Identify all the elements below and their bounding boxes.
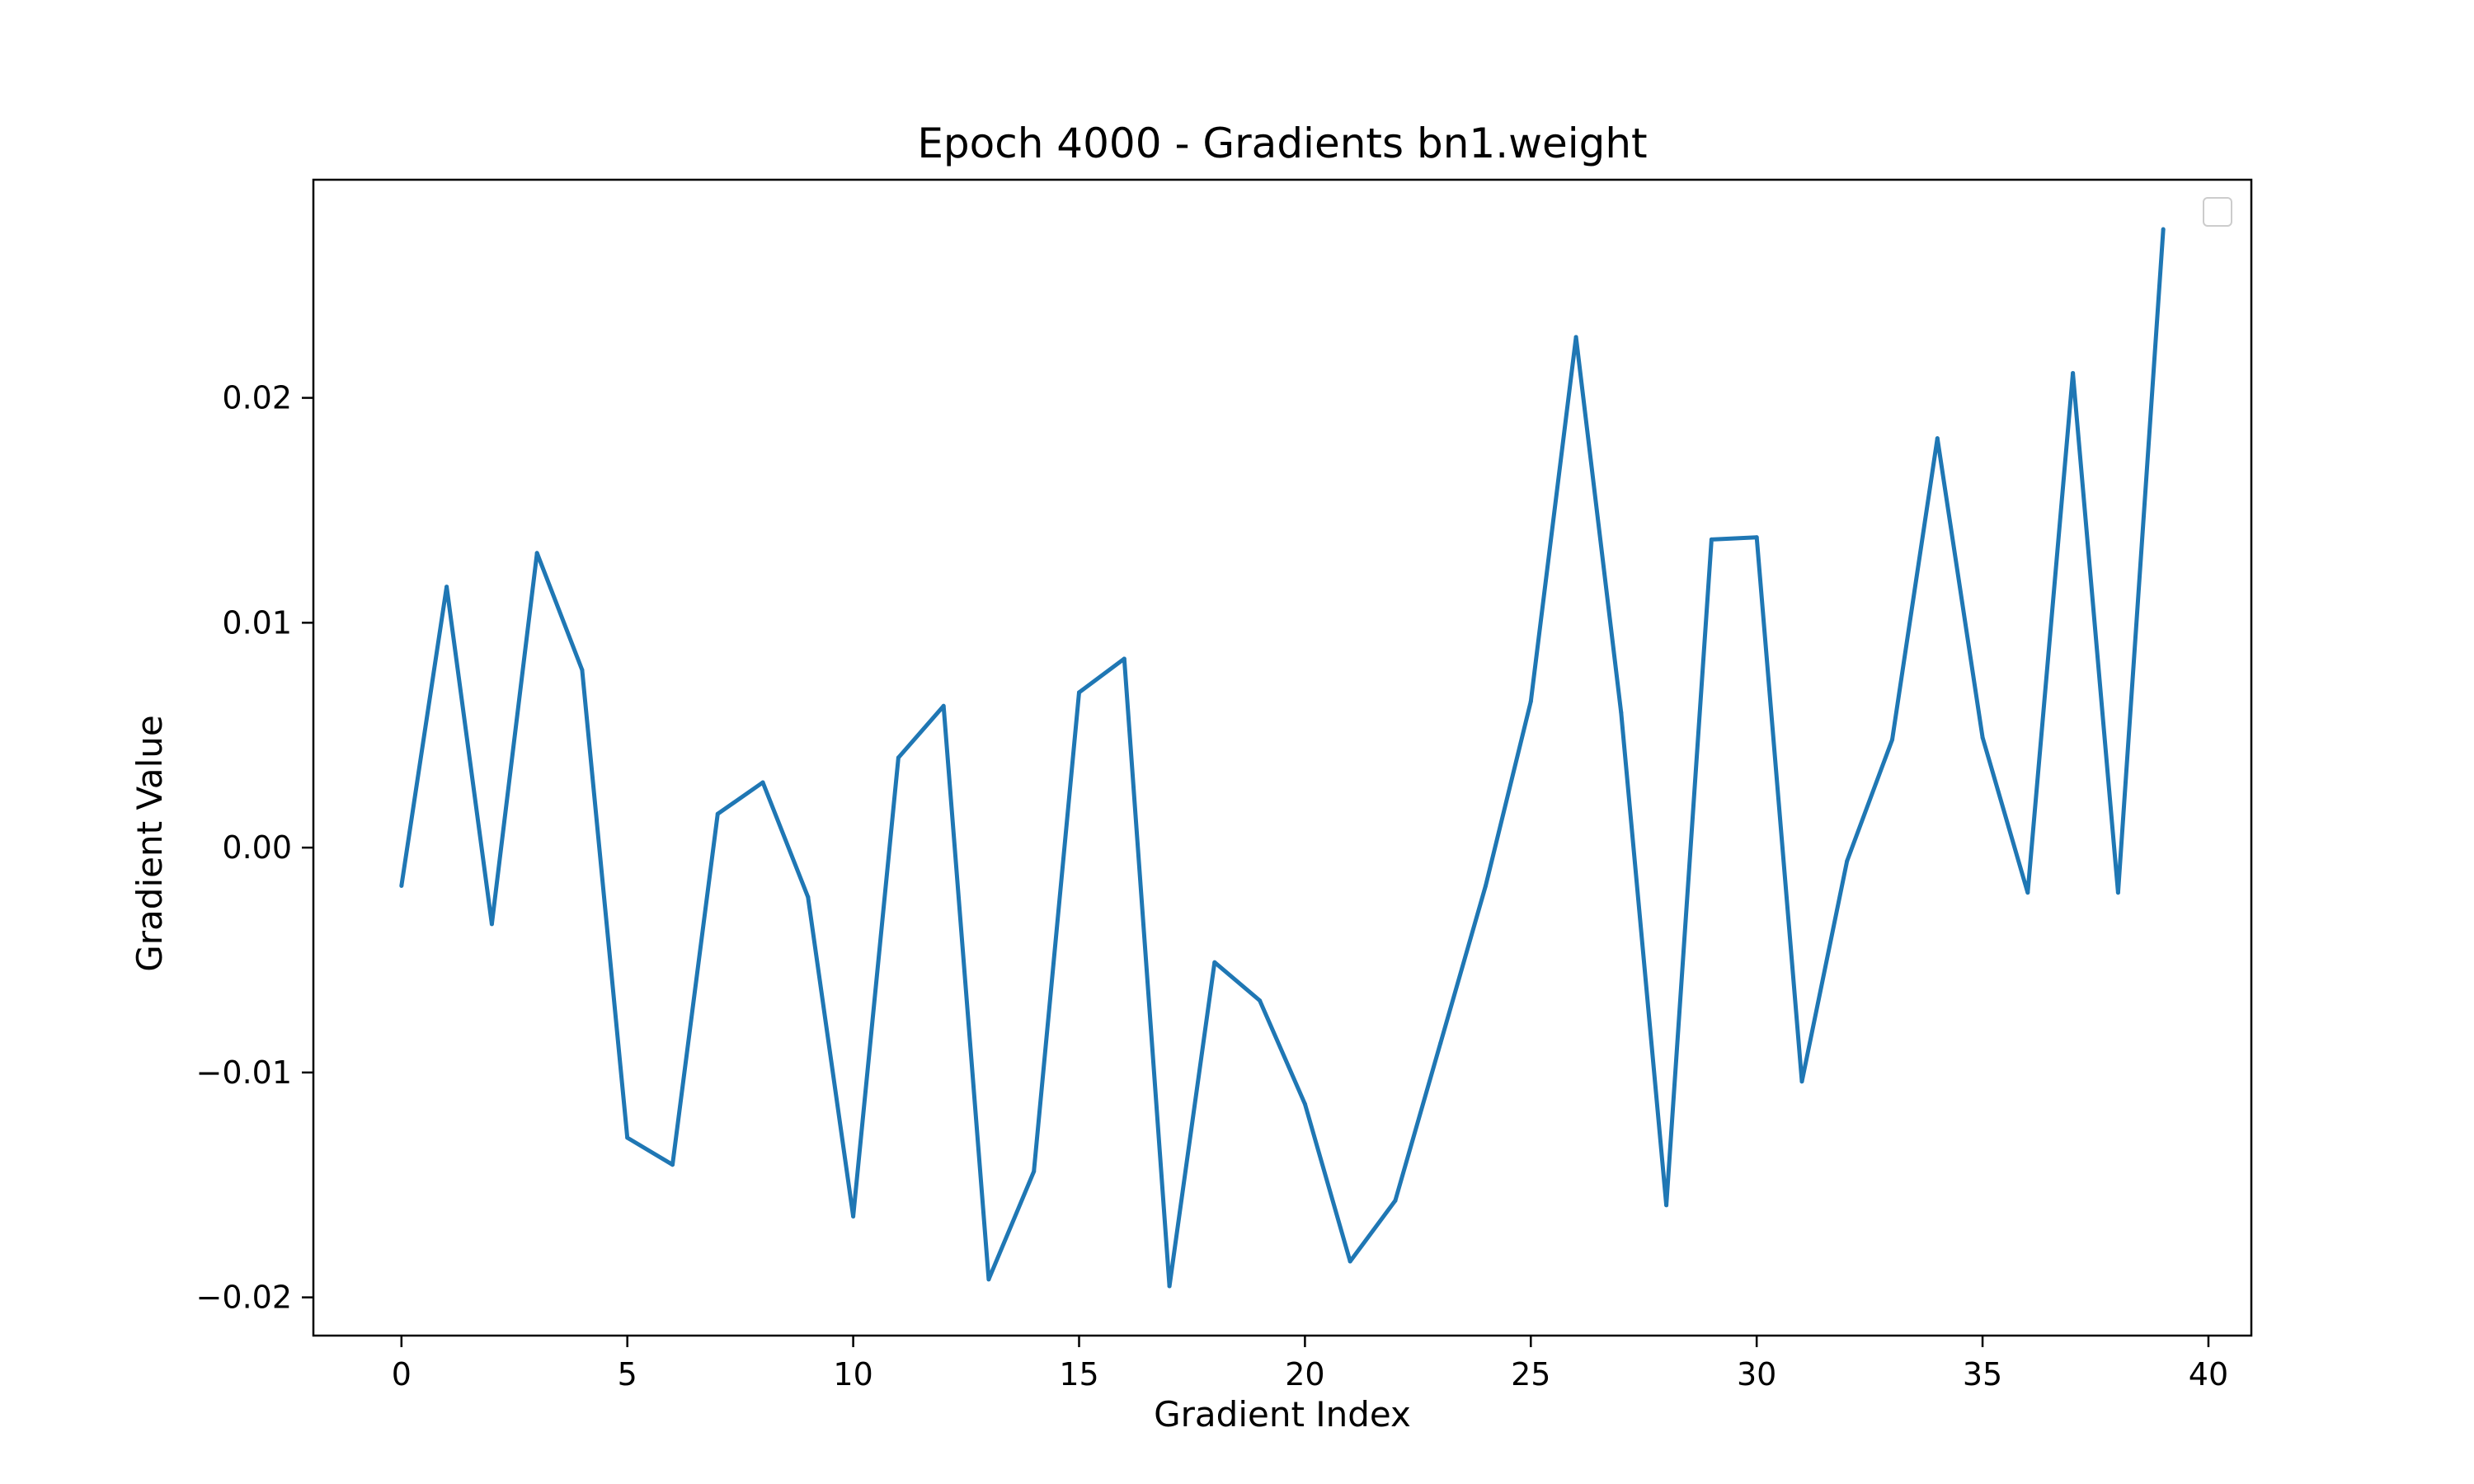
- data-point: [1573, 335, 1578, 340]
- data-point: [625, 1135, 630, 1140]
- data-point: [896, 755, 901, 760]
- chart-title: Epoch 4000 - Gradients bn1.weight: [917, 120, 1647, 167]
- data-point: [1122, 656, 1126, 661]
- x-tick-label: 25: [1511, 1356, 1550, 1392]
- data-point: [1845, 858, 1850, 863]
- x-axis-label: Gradient Index: [1154, 1394, 1411, 1435]
- plot-layer: [399, 227, 2166, 1289]
- data-point: [534, 551, 539, 556]
- data-point: [580, 668, 585, 673]
- y-tick-label: 0.02: [222, 380, 292, 416]
- data-point: [986, 1277, 991, 1282]
- data-point: [1302, 1101, 1307, 1106]
- data-point: [1754, 535, 1759, 540]
- data-point: [1664, 1203, 1669, 1208]
- data-point: [1980, 735, 1985, 740]
- data-point: [444, 585, 449, 589]
- y-tick-label: −0.01: [196, 1054, 292, 1091]
- y-tick-label: −0.02: [196, 1280, 292, 1316]
- data-point: [399, 883, 404, 888]
- data-point: [1393, 1198, 1398, 1203]
- x-tick-label: 10: [833, 1356, 872, 1392]
- data-point: [1258, 998, 1263, 1003]
- data-point: [941, 703, 946, 708]
- data-point: [760, 780, 765, 785]
- data-point: [1709, 537, 1714, 542]
- data-point: [1438, 1040, 1443, 1045]
- data-point: [489, 922, 494, 927]
- data-point: [2161, 227, 2166, 232]
- x-tick-label: 35: [1963, 1356, 2002, 1392]
- x-tick-label: 40: [2189, 1356, 2228, 1392]
- data-point: [2025, 890, 2030, 895]
- data-point: [1619, 710, 1624, 715]
- y-tick-label: 0.00: [222, 829, 292, 866]
- empty-legend-box: [2203, 197, 2232, 227]
- data-point: [2071, 371, 2076, 376]
- data-point: [1935, 436, 1940, 441]
- y-tick-label: 0.01: [222, 604, 292, 641]
- data-point: [1348, 1259, 1352, 1264]
- data-point: [851, 1214, 856, 1219]
- x-tick-label: 20: [1285, 1356, 1324, 1392]
- data-point: [1484, 883, 1489, 888]
- data-point: [1032, 1169, 1037, 1174]
- x-tick-label: 15: [1059, 1356, 1098, 1392]
- data-point: [1799, 1079, 1804, 1084]
- y-axis-label: Gradient Value: [129, 715, 170, 972]
- ticks-layer: 0 5 10 15 20 25 30 35 40 −0.02 −0.01 0.00 0.01 0.02: [196, 380, 2229, 1392]
- data-point: [670, 1162, 675, 1167]
- data-point: [1890, 737, 1895, 742]
- data-point: [2115, 890, 2120, 895]
- data-point: [806, 895, 811, 899]
- x-tick-label: 5: [618, 1356, 637, 1392]
- data-point: [1528, 699, 1533, 704]
- x-tick-label: 0: [392, 1356, 412, 1392]
- plot-frame: [312, 178, 2253, 1337]
- data-point: [715, 811, 720, 816]
- series-line: [399, 228, 2166, 1289]
- data-point: [1167, 1284, 1172, 1289]
- data-point: [1212, 960, 1217, 965]
- data-point: [1076, 690, 1081, 695]
- x-tick-label: 30: [1737, 1356, 1776, 1392]
